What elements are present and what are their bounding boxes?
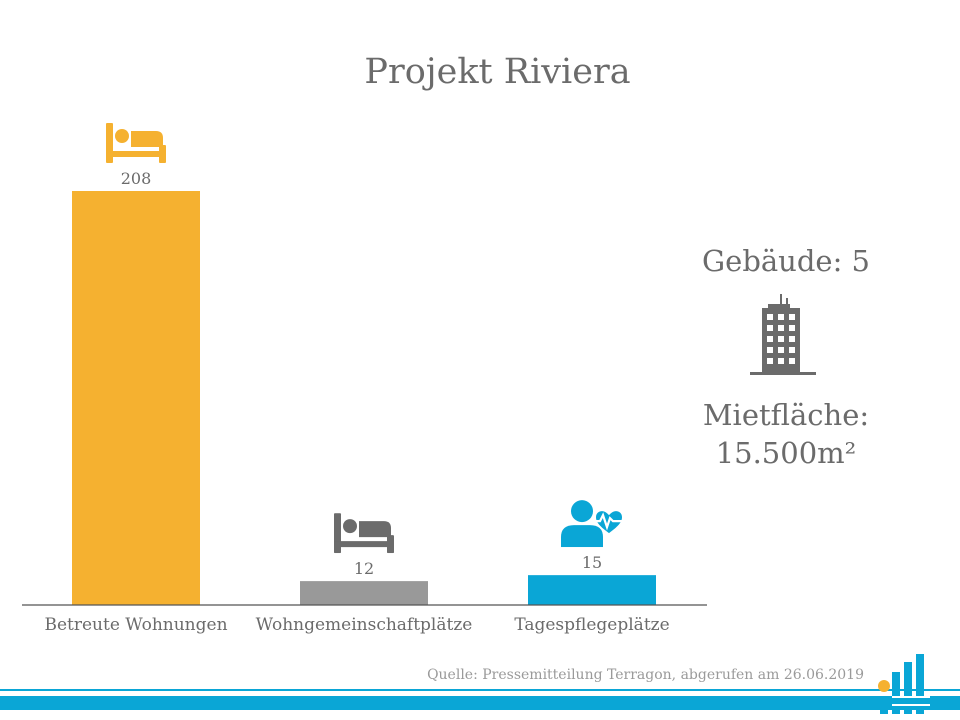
caregiver-heartbeat-icon xyxy=(560,499,624,548)
bar-betreute-wohnungen xyxy=(72,191,200,605)
category-label-betreute-wohnungen: Betreute Wohnungen xyxy=(44,615,227,635)
bar-wohngemeinschaftplaetze xyxy=(300,581,428,605)
bed-icon xyxy=(106,123,166,163)
footer-line xyxy=(0,689,960,691)
value-label-wohngemeinschaftplaetze: 12 xyxy=(354,559,374,578)
company-logo xyxy=(878,654,930,714)
buildings-stat: Gebäude: 5 xyxy=(701,244,871,278)
bed-icon xyxy=(334,513,394,554)
bar-tagespflegeplaetze xyxy=(528,575,656,605)
category-label-wohngemeinschaftplaetze: Wohngemeinschaftplätze xyxy=(256,615,473,635)
building-icon xyxy=(750,294,816,375)
chart-title: Projekt Riviera xyxy=(364,52,631,92)
rental-area-label: Mietfläche: xyxy=(702,398,870,432)
source-note: Quelle: Pressemitteilung Terragon, abger… xyxy=(427,667,864,683)
footer-bar xyxy=(0,696,960,710)
value-label-tagespflegeplaetze: 15 xyxy=(582,553,602,572)
category-label-tagespflegeplaetze: Tagespflegeplätze xyxy=(514,615,669,635)
rental-area-value: 15.500m² xyxy=(715,436,857,470)
value-label-betreute-wohnungen: 208 xyxy=(121,169,152,188)
